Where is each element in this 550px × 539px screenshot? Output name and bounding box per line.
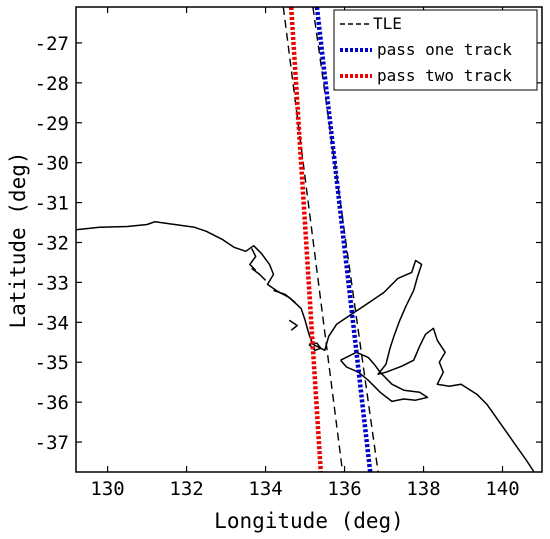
y-tick-label: -32 (35, 232, 69, 254)
x-tick-label: 130 (90, 478, 124, 500)
series-line-2 (314, 7, 373, 472)
series-layer (282, 7, 379, 472)
y-tick-label: -35 (35, 352, 69, 374)
x-tick-label: 134 (248, 478, 282, 500)
legend-label-pass-two: pass two track (377, 66, 512, 85)
x-axis-title: Longitude (deg) (214, 509, 404, 533)
coastline (76, 220, 535, 472)
y-tick-label: -30 (35, 153, 69, 175)
y-tick-label: -28 (35, 73, 69, 95)
coastline-segment-0 (76, 220, 535, 472)
coastline-segment-5 (288, 319, 298, 331)
legend: TLE pass one track pass two track (333, 9, 538, 91)
legend-label-tle: TLE (373, 14, 402, 33)
y-tick-label: -37 (35, 432, 69, 454)
y-tick-label: -36 (35, 392, 69, 414)
y-tick-label: -34 (35, 312, 69, 334)
y-tick-label: -27 (35, 33, 69, 55)
x-tick-label: 132 (169, 478, 203, 500)
y-axis-title: Latitude (deg) (6, 151, 30, 328)
coastline-segment-3 (251, 267, 267, 281)
y-tick-label: -29 (35, 113, 69, 135)
coastline-segment-2 (249, 248, 257, 271)
series-line-3 (288, 7, 324, 472)
x-axis: 130 132 134 136 138 140 (90, 7, 520, 500)
x-tick-label: 140 (485, 478, 519, 500)
coastline-segment-1 (340, 351, 429, 403)
y-axis: -27 -28 -29 -30 -31 -32 -33 -34 -35 -36 -37 (35, 33, 542, 454)
coastline-segment-4 (273, 289, 296, 303)
y-tick-label: -33 (35, 272, 69, 294)
x-tick-label: 138 (406, 478, 440, 500)
x-tick-label: 136 (327, 478, 361, 500)
plot-area (76, 7, 535, 472)
y-tick-label: -31 (35, 193, 69, 215)
legend-label-pass-one: pass one track (377, 40, 512, 59)
plot-frame (75, 6, 543, 473)
series-line-0 (282, 7, 344, 472)
